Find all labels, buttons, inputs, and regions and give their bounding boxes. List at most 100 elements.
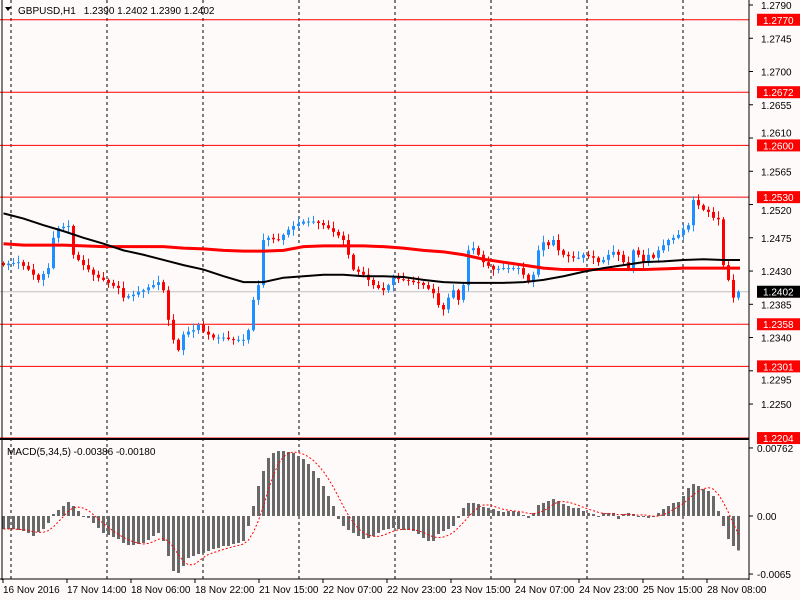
macd-histogram-bar [702, 489, 705, 516]
bear-candle [457, 290, 460, 300]
macd-histogram-bar [162, 516, 165, 541]
bear-candle [272, 237, 275, 240]
bear-candle [407, 279, 410, 281]
bull-candle [307, 221, 310, 223]
bull-candle [42, 273, 45, 280]
time-label: 16 Nov 2016 [3, 585, 60, 596]
bull-candle [267, 237, 270, 241]
bear-candle [107, 279, 110, 283]
moving-averages [3, 212, 740, 284]
macd-histogram-bar [502, 511, 505, 516]
bear-candle [232, 339, 235, 341]
bull-candle [602, 259, 605, 263]
bear-candle [567, 254, 570, 257]
time-label: 28 Nov 08:00 [707, 585, 767, 596]
macd-histogram-bar [367, 516, 370, 538]
macd-histogram-bar [557, 501, 560, 516]
macd-histogram-bar [252, 506, 255, 516]
macd-histogram-bar [232, 516, 235, 545]
macd-histogram-bar [82, 516, 85, 517]
time-label: 22 Nov 07:00 [323, 585, 383, 596]
bull-candle [242, 339, 245, 341]
macd-histogram-bar [337, 516, 340, 520]
bear-candle [712, 211, 715, 218]
macd-histogram-bar [387, 516, 390, 530]
macd-histogram-bar [697, 486, 700, 516]
bear-candle [442, 305, 445, 310]
macd-histogram-bar [737, 516, 740, 551]
macd-histogram-bar [637, 516, 640, 517]
macd-histogram-bar [417, 516, 420, 535]
time-label: 25 Nov 15:00 [643, 585, 703, 596]
macd-histogram-bar [332, 506, 335, 516]
dropdown-triangle-icon[interactable] [5, 7, 11, 11]
bull-candle [462, 285, 465, 300]
macd-tick-label: 0.00 [757, 512, 777, 523]
macd-histogram-bar [402, 516, 405, 531]
macd-histogram-bar [372, 516, 375, 536]
macd-histogram-bar [187, 516, 190, 558]
bear-candle [227, 337, 230, 340]
macd-signal-line [3, 451, 739, 566]
bear-candle [112, 282, 115, 286]
macd-histogram-bar [397, 516, 400, 530]
macd-histogram-bar [427, 516, 430, 541]
macd-histogram-bar [437, 516, 440, 535]
bull-candle [517, 268, 520, 270]
macd-histogram-bar [727, 516, 730, 540]
macd-histogram-bar [77, 511, 80, 516]
bear-candle [317, 221, 320, 224]
level-price-label: 1.2770 [763, 16, 794, 27]
bull-candle [542, 242, 545, 251]
macd-histogram-bar [382, 516, 385, 531]
macd-histogram-bar [347, 516, 350, 531]
bull-candle [282, 234, 285, 241]
macd-histogram-bar [492, 509, 495, 516]
price-tick-label: 1.2430 [761, 267, 792, 278]
price-axis: 1.2790 1.2745 1.2700 1.2655 1.2610 1.2565 1.25… [749, 1, 800, 581]
bear-candle [82, 259, 85, 266]
bear-candle [327, 225, 330, 229]
red-moving-average-line [3, 242, 740, 272]
bull-candle [532, 274, 535, 283]
bear-candle [617, 251, 620, 255]
macd-histogram-bar [27, 516, 30, 533]
bear-candle [77, 254, 80, 260]
macd-histogram-bar [407, 516, 410, 531]
bear-candle [92, 269, 95, 275]
bull-candle [67, 225, 70, 227]
bull-candle [237, 339, 240, 341]
macd-histogram-bar [507, 511, 510, 516]
macd-histogram-bar [102, 516, 105, 533]
bear-candle [337, 231, 340, 236]
bull-candle [312, 221, 315, 223]
bull-candle [687, 225, 690, 230]
bear-candle [572, 256, 575, 258]
bear-candle [72, 225, 75, 255]
macd-histogram-bar [247, 516, 250, 526]
macd-histogram-bar [297, 456, 300, 516]
macd-histogram-bar [52, 514, 55, 516]
macd-histogram-bar [577, 507, 580, 516]
macd-histogram-bar [532, 512, 535, 516]
macd-histogram-bar [642, 516, 645, 517]
bull-candle [682, 229, 685, 235]
bear-candle [432, 288, 435, 294]
time-label: 21 Nov 15:00 [259, 585, 319, 596]
bear-candle [322, 223, 325, 226]
macd-histogram-bar [107, 516, 110, 536]
macd-histogram-bar [432, 516, 435, 541]
bull-candle [302, 221, 305, 224]
macd-histogram-bar [287, 451, 290, 516]
bear-candle [557, 240, 560, 251]
macd-histogram-bar [182, 516, 185, 566]
level-price-label-bg [757, 318, 800, 331]
macd-histogram-bar [582, 511, 585, 516]
macd-histogram-bar [682, 496, 685, 516]
level-price-label-bg [757, 191, 800, 204]
level-price-label-bg [757, 360, 800, 373]
macd-histogram-bar [167, 516, 170, 556]
level-price-label: 1.2301 [763, 362, 794, 373]
level-price-label-bg [757, 139, 800, 152]
